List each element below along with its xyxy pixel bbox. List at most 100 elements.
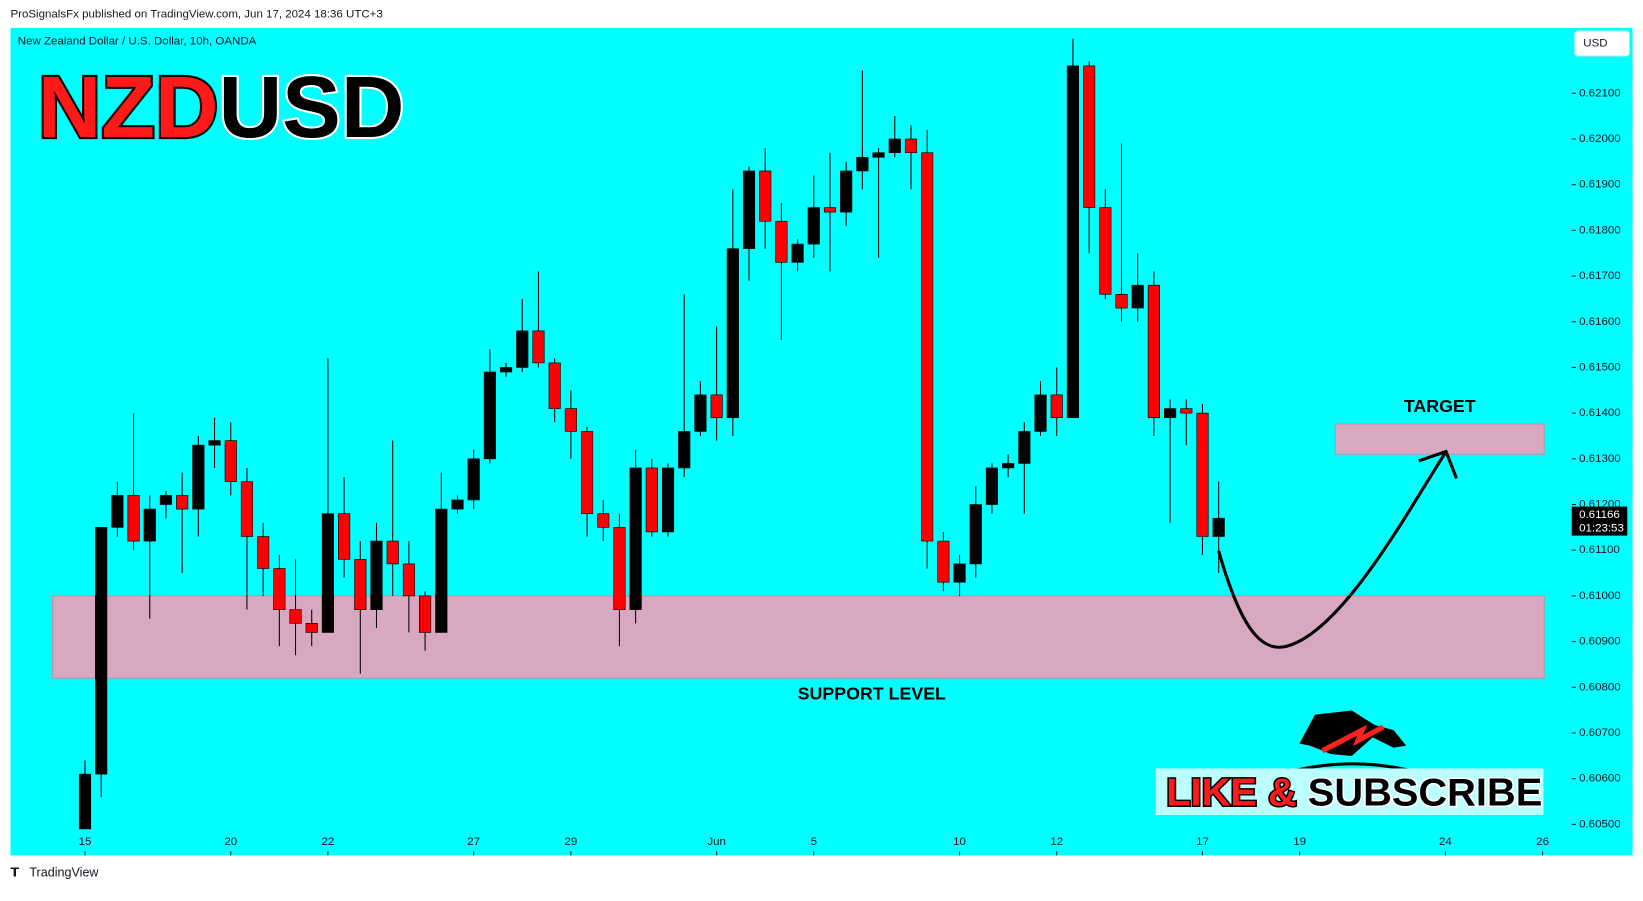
candle-body xyxy=(759,170,772,222)
candle-body xyxy=(78,773,92,830)
candle-body xyxy=(726,248,739,419)
candle-body xyxy=(532,330,545,364)
x-tick-label: Jun xyxy=(707,836,726,848)
x-tick-label: 20 xyxy=(224,836,237,848)
candle-body xyxy=(143,508,156,542)
candle-body xyxy=(1164,408,1177,419)
candle-body xyxy=(1066,65,1079,419)
candle-body xyxy=(597,513,610,528)
candle-body xyxy=(645,467,658,533)
candle-body xyxy=(921,152,934,542)
zone-label: TARGET xyxy=(1404,396,1476,416)
candle-body xyxy=(969,504,982,565)
x-tick-label: 29 xyxy=(564,836,577,848)
candle-body xyxy=(742,170,756,249)
x-tick-label: 27 xyxy=(467,836,480,848)
candle-body xyxy=(807,207,820,245)
candle-body xyxy=(564,408,577,432)
promo-text: LIKE & SUBSCRIBE xyxy=(1166,771,1542,815)
last-price-label: 0.61166 xyxy=(1579,509,1620,521)
candle-body xyxy=(257,536,270,569)
candle-body xyxy=(386,540,399,565)
title-part: USD xyxy=(219,58,405,155)
y-tick-label: 0.61100 xyxy=(1579,544,1620,556)
y-tick-label: 0.60500 xyxy=(1579,818,1621,830)
candle-body xyxy=(159,495,173,505)
x-tick-label: 24 xyxy=(1439,836,1452,848)
currency-button[interactable] xyxy=(1574,30,1630,57)
y-tick-label: 0.62000 xyxy=(1579,133,1621,145)
candle-body xyxy=(613,527,626,610)
candle-body xyxy=(321,513,334,633)
candle-body xyxy=(678,431,691,469)
y-tick-label: 0.62100 xyxy=(1579,87,1621,99)
candle-body xyxy=(224,440,237,482)
candle-body xyxy=(872,152,885,158)
x-tick-label: 15 xyxy=(79,836,92,848)
promo-part: SUBSCRIBE xyxy=(1308,771,1542,815)
candle-body xyxy=(775,220,788,263)
promo-logo: LIKE & SUBSCRIBE xyxy=(1155,710,1544,816)
candle-body xyxy=(95,527,108,775)
candle-body xyxy=(1034,394,1047,432)
candle-body xyxy=(419,595,432,633)
x-tick-label: 22 xyxy=(322,836,335,848)
candle-body xyxy=(1099,207,1112,295)
y-tick-label: 0.61400 xyxy=(1579,407,1621,419)
candles xyxy=(78,38,1225,830)
x-tick-label: 26 xyxy=(1536,836,1549,848)
bull-bear-icon xyxy=(1321,724,1385,754)
x-tick-label: 17 xyxy=(1196,836,1209,848)
candle-body xyxy=(402,563,415,597)
title: NZDUSD xyxy=(38,58,405,155)
candle-body xyxy=(937,540,950,583)
candle-body xyxy=(985,467,999,505)
candle-body xyxy=(176,495,189,510)
countdown-label: 01:23:53 xyxy=(1579,522,1624,534)
candle-body xyxy=(1147,284,1160,419)
candle-body xyxy=(208,440,221,446)
candle-body xyxy=(1212,517,1225,537)
y-tick-label: 0.60700 xyxy=(1579,727,1621,739)
zone-label: SUPPORT LEVEL xyxy=(798,683,946,703)
candle-body xyxy=(483,371,496,460)
currency-label[interactable]: USD xyxy=(1583,38,1607,50)
candle-body xyxy=(370,540,383,610)
y-tick-label: 0.61800 xyxy=(1579,224,1621,236)
publisher-header: ProSignalsFx published on TradingView.co… xyxy=(10,9,382,21)
candle-body xyxy=(111,495,124,528)
candle-body xyxy=(273,568,286,610)
candle-body xyxy=(1115,294,1128,309)
y-tick-label: 0.61200 xyxy=(1579,499,1621,511)
candle-body xyxy=(499,367,513,373)
projection-arrow xyxy=(1217,450,1448,649)
y-tick-label: 0.60800 xyxy=(1579,681,1621,693)
y-tick-label: 0.61000 xyxy=(1579,590,1621,602)
candle-body xyxy=(240,481,254,537)
y-tick-label: 0.60600 xyxy=(1579,773,1621,785)
promo-part: LIKE & xyxy=(1166,771,1296,815)
x-tick-label: 19 xyxy=(1293,836,1306,848)
candle-body xyxy=(1002,463,1015,469)
zone xyxy=(1334,423,1545,455)
arrow-head xyxy=(1418,449,1458,480)
candle-body xyxy=(289,609,302,624)
x-tick-label: 10 xyxy=(953,836,966,848)
candle-body xyxy=(1131,284,1144,309)
footer-logo: 𝗧 xyxy=(10,865,19,879)
candle-body xyxy=(127,495,140,542)
y-tick-label: 0.61900 xyxy=(1579,179,1621,191)
candle-body xyxy=(856,156,869,172)
x-tick-label: 12 xyxy=(1050,836,1063,848)
candle-body xyxy=(661,467,675,533)
last-price-box xyxy=(1571,506,1628,536)
candle-body xyxy=(1050,394,1063,419)
symbol-description: New Zealand Dollar / U.S. Dollar, 10h, O… xyxy=(18,35,257,47)
title-part: NZD xyxy=(38,58,219,155)
candle-body xyxy=(791,243,804,263)
candle-body xyxy=(694,394,707,432)
candle-body xyxy=(338,513,351,560)
candle-body xyxy=(710,394,723,419)
